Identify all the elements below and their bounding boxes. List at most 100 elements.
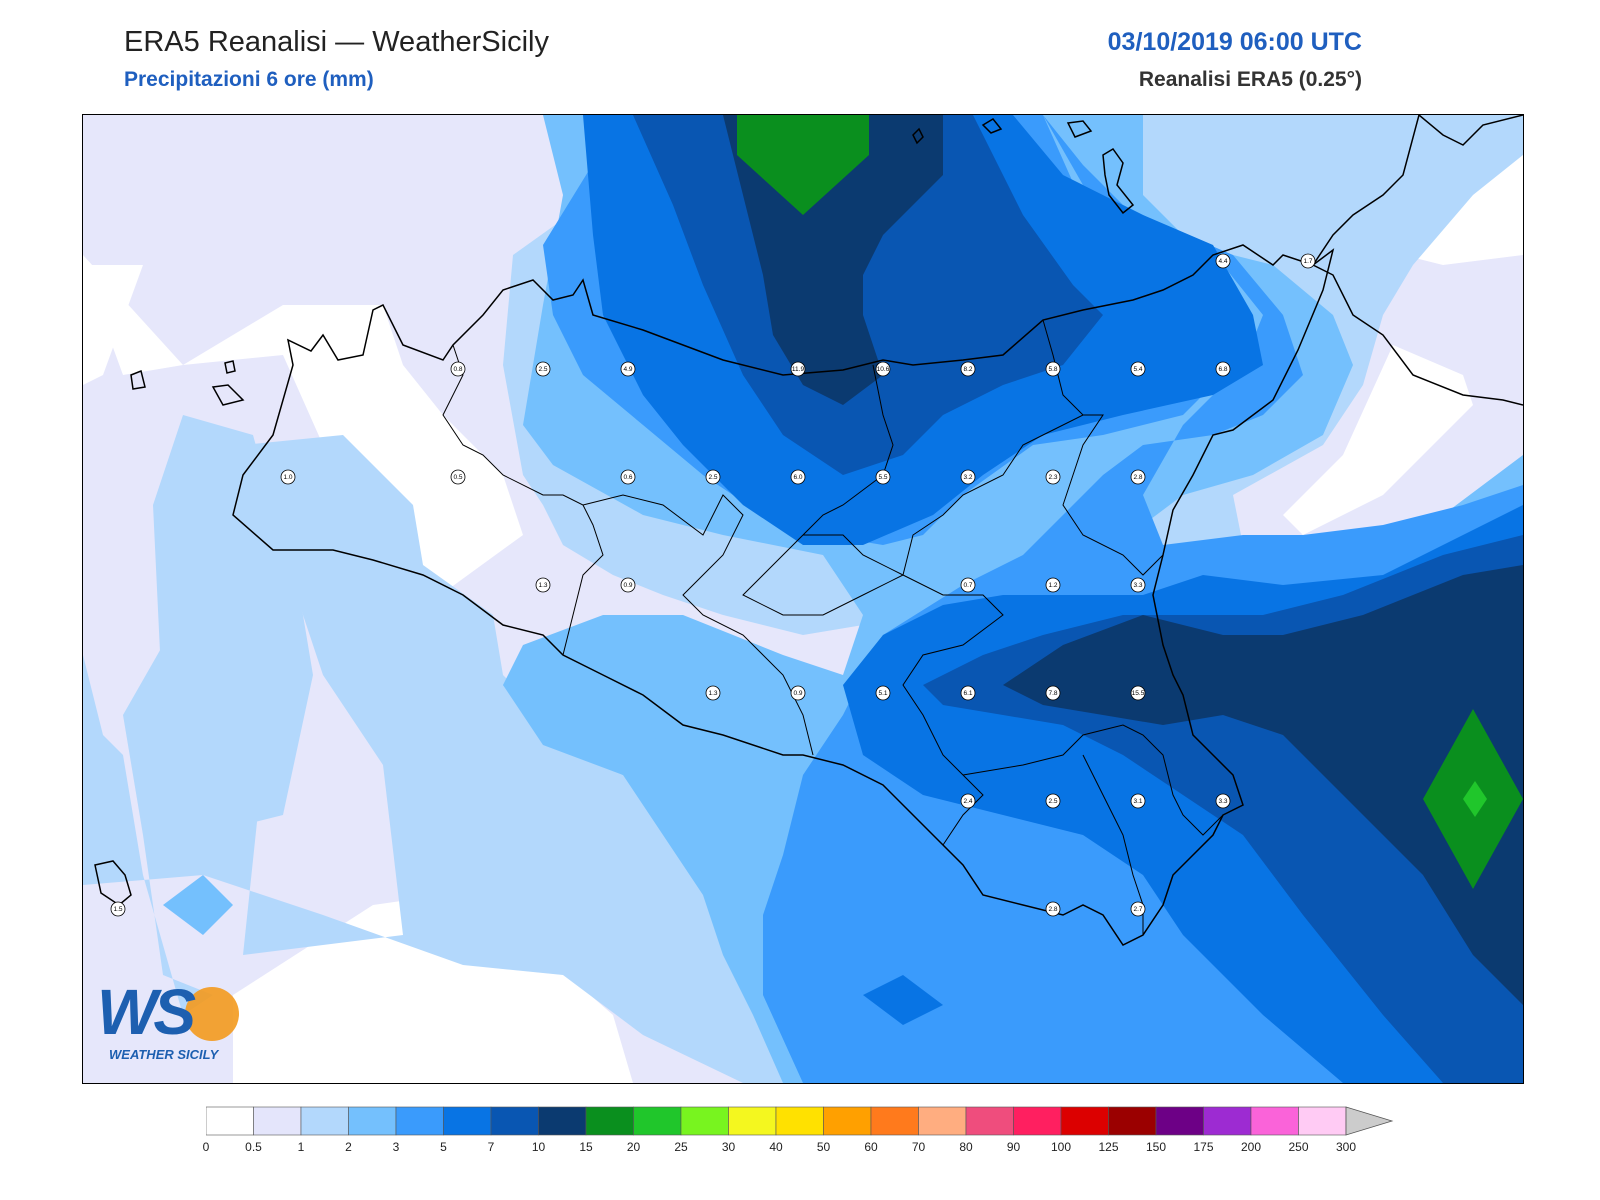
station-marker	[790, 685, 806, 701]
colorbar-segment	[728, 1106, 777, 1136]
map-canvas: 0.8 2.5 4.9 11.9 10.6 8.2 5.8 5.4 6.8 4.4 1.7 1.0 0.…	[83, 115, 1523, 1083]
province-borders	[442, 319, 1224, 935]
colorbar-tick-label: 175	[1193, 1140, 1214, 1154]
colorbar-tick-label: 80	[959, 1140, 973, 1154]
station-value: 3.1	[1133, 798, 1142, 805]
contour-10-15-e	[1003, 565, 1523, 1005]
border-caltanissetta	[803, 534, 1004, 846]
colorbar-extend-arrow	[1345, 1106, 1394, 1136]
station-value: 6.1	[963, 690, 972, 697]
sicily-coast	[232, 244, 1335, 946]
aeolian-island-1	[981, 118, 1003, 134]
precipitation-map: 0.8 2.5 4.9 11.9 10.6 8.2 5.8 5.4 6.8 4.4 1.7 1.0 0.…	[82, 114, 1524, 1084]
station-marker	[790, 469, 806, 485]
station-value: 1.3	[538, 582, 547, 589]
colorbar-segment	[206, 1106, 254, 1136]
border-trapani-palermo	[442, 344, 604, 656]
station-value: 4.4	[1218, 258, 1227, 265]
station-value: 11.9	[792, 366, 805, 373]
station-value: 6.8	[1218, 366, 1227, 373]
station-marker	[1045, 361, 1061, 377]
logo-letters: WS	[97, 976, 196, 1048]
colorbar-tick-label: 60	[864, 1140, 878, 1154]
station-value: 1.3	[708, 690, 717, 697]
calabria-coast-2	[1312, 115, 1420, 266]
station-marker	[1215, 361, 1231, 377]
colorbar-segment	[443, 1106, 492, 1136]
logo-sun-icon	[185, 987, 239, 1041]
calabria-coast	[1312, 115, 1523, 406]
station-marker	[875, 469, 891, 485]
station-value: 2.7	[1133, 906, 1142, 913]
station-value: 7.8	[1048, 690, 1057, 697]
station-value: 15.5	[1132, 690, 1145, 697]
map-title: ERA5 Reanalisi — WeatherSicily	[124, 26, 549, 58]
station-value: 2.5	[708, 474, 717, 481]
station-marker	[1130, 577, 1146, 593]
colorbar-segment	[1060, 1106, 1109, 1136]
colorbar-tick-label: 15	[579, 1140, 593, 1154]
colorbar-tick-label: 25	[674, 1140, 688, 1154]
colorbar-segment	[870, 1106, 919, 1136]
colorbar-segment	[1155, 1106, 1204, 1136]
station-marker	[1130, 793, 1146, 809]
colorbar-segment	[1298, 1106, 1347, 1136]
aeolian-island-2	[1066, 120, 1093, 138]
station-value: 10.6	[877, 366, 890, 373]
weathersicily-logo: WS WEATHER SICILY	[97, 975, 247, 1075]
station-value: 0.8	[453, 366, 462, 373]
station-marker	[620, 361, 636, 377]
station-marker	[875, 685, 891, 701]
station-value: 0.5	[453, 474, 462, 481]
station-marker	[960, 577, 976, 593]
station-value: 5.5	[878, 474, 887, 481]
colorbar-tick-label: 1	[297, 1140, 305, 1154]
colorbar-segment	[395, 1106, 444, 1136]
station-marker	[1045, 685, 1061, 701]
colorbar-tick-label: 3	[392, 1140, 400, 1154]
egadi-island-3	[224, 360, 236, 374]
station-marker	[1300, 253, 1316, 269]
station-value: 2.3	[1048, 474, 1057, 481]
colorbar-segment	[633, 1106, 682, 1136]
contour-white-east	[1283, 345, 1473, 535]
station-marker	[450, 469, 466, 485]
colorbar-segment	[1108, 1106, 1157, 1136]
contour-20-25-e	[1463, 781, 1487, 817]
station-value: 1.0	[283, 474, 292, 481]
colorbar-tick-label: 20	[626, 1140, 641, 1154]
colorbar-segment	[775, 1106, 824, 1136]
colorbar-tick-label: 100	[1050, 1140, 1072, 1154]
station-marker	[620, 469, 636, 485]
colorbar-segment	[1203, 1106, 1252, 1136]
map-source: Reanalisi ERA5 (0.25°)	[1138, 68, 1362, 91]
colorbar-tick-label: 150	[1145, 1140, 1167, 1154]
contour-1-2-w	[153, 415, 313, 845]
contour-5-7-s	[863, 975, 943, 1025]
colorbar-tick-label: 90	[1006, 1140, 1021, 1154]
station-marker	[705, 685, 721, 701]
station-value: 1.5	[113, 906, 122, 913]
station-marker	[1045, 577, 1061, 593]
station-marker	[1130, 469, 1146, 485]
station-marker	[790, 361, 806, 377]
station-marker	[1130, 685, 1146, 701]
station-value: 0.9	[623, 582, 632, 589]
colorbar-segment	[965, 1106, 1014, 1136]
station-value: 1.2	[1048, 582, 1057, 589]
colorbar-tick-label: 40	[769, 1140, 783, 1154]
colorbar-tick-label: 200	[1240, 1140, 1262, 1154]
station-value: 4.9	[623, 366, 632, 373]
station-marker	[535, 361, 551, 377]
station-value: 6.0	[793, 474, 802, 481]
colorbar-tick-label: 0	[202, 1140, 210, 1154]
colorbar-tick-label: 125	[1098, 1140, 1119, 1154]
station-value: 2.5	[538, 366, 547, 373]
station-value: 0.6	[623, 474, 632, 481]
aeolian-island-3	[1102, 148, 1135, 215]
station-value: 2.5	[1048, 798, 1057, 805]
colorbar-tick-label: 250	[1288, 1140, 1309, 1154]
station-marker	[960, 361, 976, 377]
colorbar-segment	[585, 1106, 634, 1136]
egadi-island-2	[211, 384, 245, 406]
